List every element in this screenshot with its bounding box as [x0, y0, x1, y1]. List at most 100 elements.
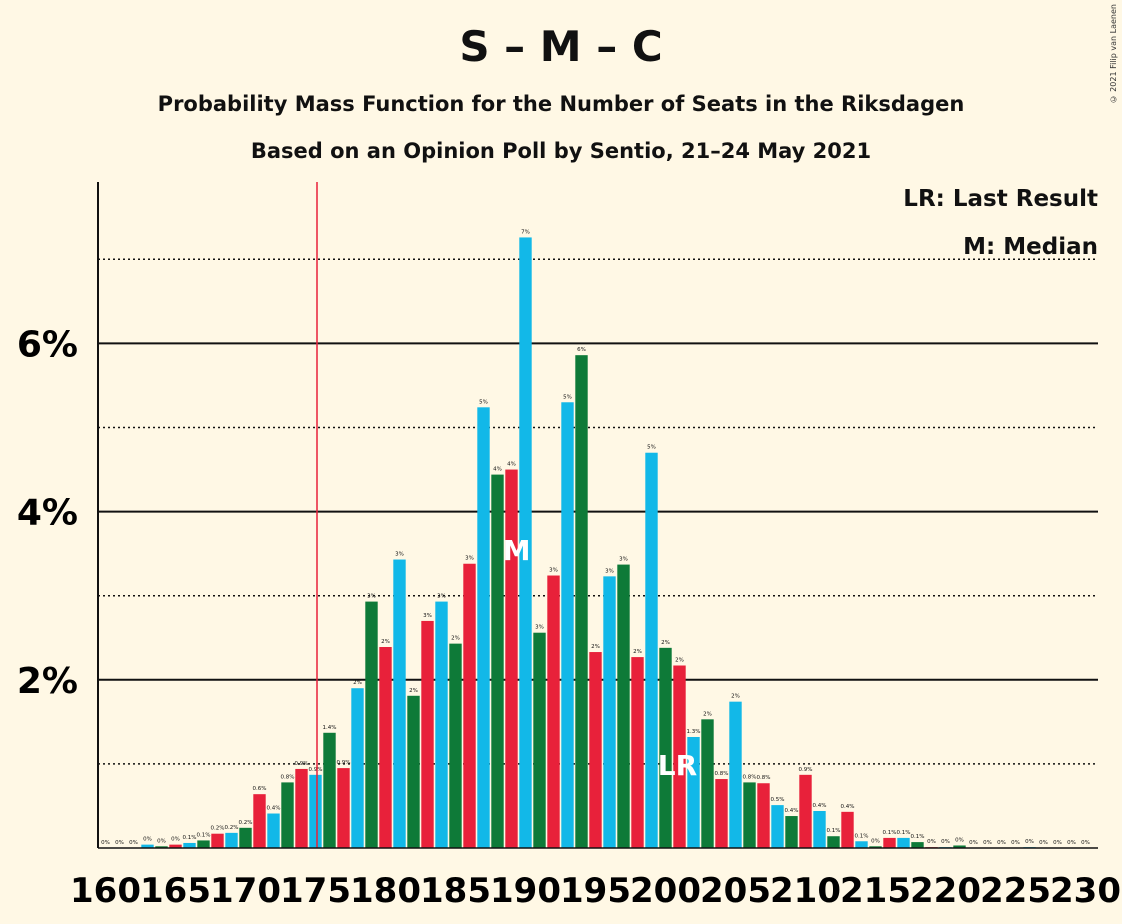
bar-seat-187	[477, 407, 490, 848]
bar-seat-188	[491, 474, 504, 848]
bar-label-163: 0%	[143, 837, 152, 843]
bar-label-218: 0.1%	[911, 834, 925, 840]
bar-label-184: 3%	[437, 594, 446, 600]
bar-label-221: 0%	[955, 837, 964, 843]
bar-seat-218	[911, 842, 924, 848]
bar-label-214: 0.1%	[855, 833, 869, 839]
bar-seat-175	[309, 774, 322, 848]
bar-label-220: 0%	[941, 839, 950, 845]
bar-seat-180	[379, 647, 392, 848]
bar-seat-189	[505, 469, 518, 848]
x-tick-label: 215	[840, 871, 911, 911]
bar-label-196: 3%	[605, 568, 614, 574]
x-tick-label: 200	[630, 871, 701, 911]
bar-label-194: 6%	[577, 347, 586, 353]
bar-label-191: 3%	[535, 625, 544, 631]
bar-label-160: 0%	[101, 840, 110, 846]
bar-label-174: 0.9%	[295, 761, 309, 767]
bar-label-167: 0.1%	[197, 832, 211, 838]
bar-seat-217	[897, 837, 910, 848]
bar-label-164: 0%	[157, 838, 166, 844]
bar-seat-196	[603, 576, 616, 848]
bar-seat-204	[715, 779, 728, 848]
chart-subtitle-2: Based on an Opinion Poll by Sentio, 21–2…	[250, 139, 872, 163]
bar-label-176: 1.4%	[323, 725, 337, 731]
bar-seat-165	[169, 844, 182, 848]
bar-label-205: 2%	[731, 694, 740, 700]
bar-label-207: 0.8%	[757, 775, 771, 781]
bar-seat-163	[141, 844, 154, 848]
bar-seat-192	[547, 575, 560, 848]
bar-label-219: 0%	[927, 839, 936, 845]
x-tick-label: 160	[70, 871, 141, 911]
bar-label-162: 0%	[129, 840, 138, 846]
x-tick-label: 210	[770, 871, 841, 911]
bar-label-173: 0.8%	[281, 774, 295, 780]
bar-label-225: 0%	[1011, 840, 1020, 846]
bar-label-198: 2%	[633, 649, 642, 655]
bar-label-204: 0.8%	[715, 771, 729, 777]
bar-label-201: 2%	[675, 658, 684, 664]
legend-median: M: Median	[963, 234, 1098, 260]
y-tick-label: 2%	[17, 661, 78, 702]
bar-label-192: 3%	[549, 568, 558, 574]
bar-seat-172	[267, 813, 280, 848]
bar-seat-191	[533, 632, 546, 848]
bar-label-171: 0.6%	[253, 786, 267, 792]
bar-label-186: 3%	[465, 556, 474, 562]
bar-label-181: 3%	[395, 552, 404, 558]
bar-seat-207	[757, 783, 770, 848]
bar-seat-179	[365, 601, 378, 848]
bar-label-202: 1.3%	[687, 729, 701, 735]
bar-seat-173	[281, 782, 294, 848]
x-tick-label: 195	[560, 871, 631, 911]
bar-label-226: 0%	[1025, 839, 1034, 845]
legend-last-result: LR: Last Result	[903, 186, 1098, 212]
x-tick-label: 205	[700, 871, 771, 911]
bar-seat-212	[827, 836, 840, 848]
bar-seat-167	[197, 840, 210, 848]
bar-label-216: 0.1%	[883, 830, 897, 836]
bar-seat-194	[575, 355, 588, 848]
x-tick-label: 165	[140, 871, 211, 911]
bar-seat-200	[659, 647, 672, 848]
bar-seat-205	[729, 701, 742, 848]
bar-label-180: 2%	[381, 639, 390, 645]
bar-seat-183	[421, 620, 434, 848]
bar-seat-170	[239, 827, 252, 848]
bar-label-178: 2%	[353, 680, 362, 686]
bar-label-161: 0%	[115, 840, 124, 846]
last-result-marker: LR	[658, 749, 697, 782]
y-tick-label: 6%	[17, 324, 78, 365]
bar-label-215: 0%	[871, 838, 880, 844]
bar-label-208: 0.5%	[771, 797, 785, 803]
bar-label-217: 0.1%	[897, 830, 911, 836]
bar-label-193: 5%	[563, 394, 572, 400]
median-marker: M	[503, 534, 531, 567]
bar-label-182: 2%	[409, 688, 418, 694]
bar-label-210: 0.9%	[799, 767, 813, 773]
bar-seat-203	[701, 719, 714, 848]
bar-seat-182	[407, 695, 420, 848]
bar-seat-210	[799, 774, 812, 848]
bar-seat-169	[225, 832, 238, 848]
bar-seat-197	[617, 564, 630, 848]
bar-label-227: 0%	[1039, 840, 1048, 846]
bar-seat-215	[869, 846, 882, 848]
bar-label-229: 0%	[1067, 840, 1076, 846]
chart-subtitle-1: Probability Mass Function for the Number…	[157, 92, 965, 116]
bar-label-224: 0%	[997, 840, 1006, 846]
bar-label-206: 0.8%	[743, 774, 757, 780]
bar-label-183: 3%	[423, 613, 432, 619]
x-tick-label: 220	[910, 871, 981, 911]
bar-seat-181	[393, 559, 406, 848]
bar-seat-166	[183, 842, 196, 848]
bar-seat-216	[883, 837, 896, 848]
bar-seat-206	[743, 782, 756, 848]
bar-seat-164	[155, 846, 168, 848]
bar-label-189: 4%	[507, 462, 516, 468]
bar-label-213: 0.4%	[841, 804, 855, 810]
bar-seat-176	[323, 732, 336, 848]
bar-label-199: 5%	[647, 445, 656, 451]
bar-seat-184	[435, 601, 448, 848]
